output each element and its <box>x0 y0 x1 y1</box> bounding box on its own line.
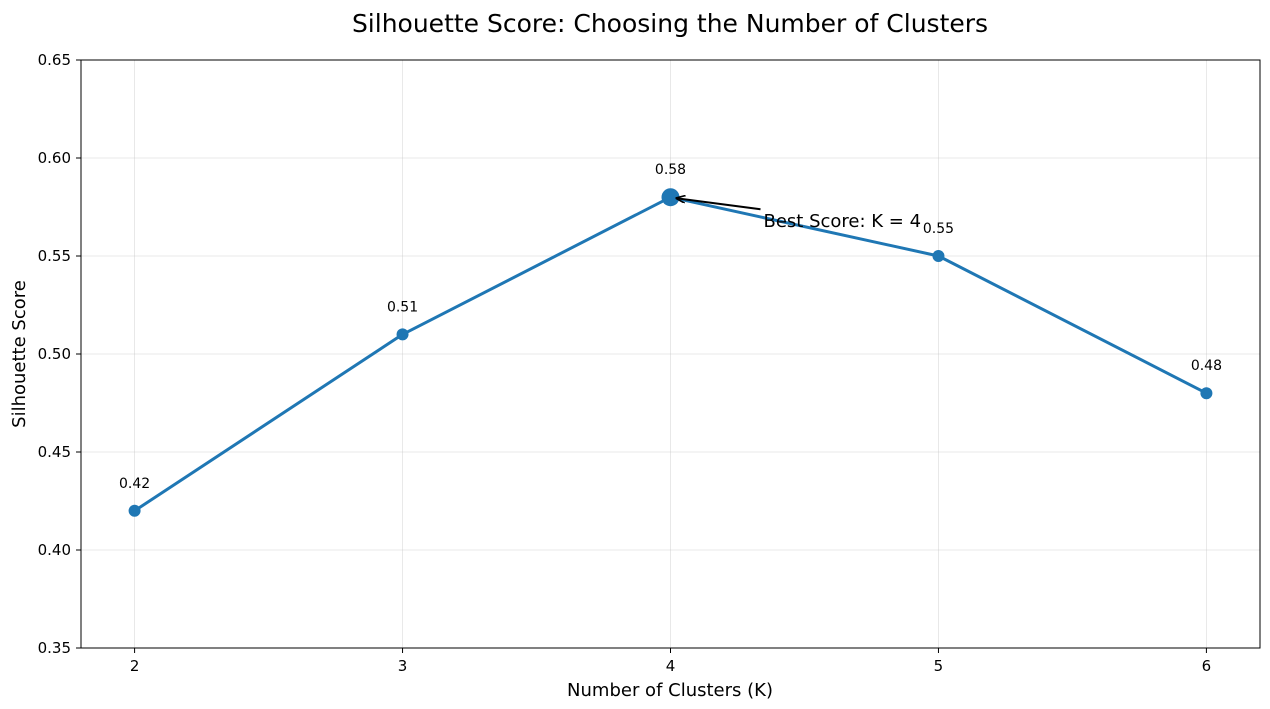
best-point-marker <box>661 188 680 207</box>
gridlines <box>81 59 1260 649</box>
x-tick-label: 5 <box>934 657 944 675</box>
y-tick-label: 0.65 <box>38 51 71 69</box>
plot-frame <box>80 59 1261 649</box>
data-label: 0.51 <box>387 299 418 315</box>
data-point <box>1200 387 1213 400</box>
y-tick-label: 0.45 <box>38 443 71 461</box>
data-point <box>128 504 141 517</box>
chart-title: Silhouette Score: Choosing the Number of… <box>352 9 988 38</box>
y-tick-label: 0.60 <box>38 149 71 167</box>
x-tick-label: 2 <box>130 657 140 675</box>
y-tick-label: 0.35 <box>38 639 71 657</box>
data-label: 0.42 <box>119 476 150 492</box>
axis-ticks: 2 3 4 5 6 0.35 0.40 0.45 0.50 0.55 0.60 0.65 <box>38 51 1212 675</box>
data-point <box>396 328 409 341</box>
data-point <box>932 250 945 262</box>
y-tick-label: 0.55 <box>38 247 71 265</box>
x-axis-label: Number of Clusters (K) <box>567 680 773 701</box>
annotation-arrow <box>677 198 761 211</box>
data-labels: 0.42 0.51 0.58 0.55 0.48 <box>119 162 1222 492</box>
annotation: Best Score: K = 4 <box>677 198 922 232</box>
x-tick-label: 3 <box>398 657 408 675</box>
data-label: 0.58 <box>655 162 686 178</box>
data-label: 0.55 <box>923 221 954 237</box>
x-tick-label: 4 <box>666 657 676 675</box>
annotation-text: Best Score: K = 4 <box>764 211 922 232</box>
y-axis-label: Silhouette Score <box>9 280 30 428</box>
series-layer <box>128 188 1213 517</box>
data-label: 0.48 <box>1191 358 1222 374</box>
y-tick-label: 0.50 <box>38 345 71 363</box>
y-tick-label: 0.40 <box>38 541 71 559</box>
x-tick-label: 6 <box>1202 657 1212 675</box>
